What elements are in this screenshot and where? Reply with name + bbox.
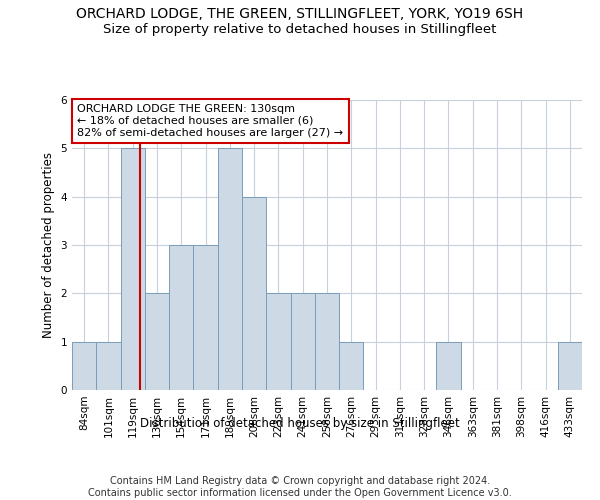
Bar: [436, 342, 461, 390]
Text: Contains HM Land Registry data © Crown copyright and database right 2024.
Contai: Contains HM Land Registry data © Crown c…: [88, 476, 512, 498]
Text: ORCHARD LODGE THE GREEN: 130sqm
← 18% of detached houses are smaller (6)
82% of : ORCHARD LODGE THE GREEN: 130sqm ← 18% of…: [77, 104, 343, 138]
Bar: [315, 294, 339, 390]
Bar: [193, 245, 218, 390]
Bar: [169, 245, 193, 390]
Bar: [72, 342, 96, 390]
Text: Distribution of detached houses by size in Stillingfleet: Distribution of detached houses by size …: [140, 418, 460, 430]
Bar: [121, 148, 145, 390]
Y-axis label: Number of detached properties: Number of detached properties: [42, 152, 55, 338]
Bar: [558, 342, 582, 390]
Bar: [290, 294, 315, 390]
Text: ORCHARD LODGE, THE GREEN, STILLINGFLEET, YORK, YO19 6SH: ORCHARD LODGE, THE GREEN, STILLINGFLEET,…: [76, 8, 524, 22]
Bar: [266, 294, 290, 390]
Bar: [96, 342, 121, 390]
Bar: [339, 342, 364, 390]
Bar: [218, 148, 242, 390]
Text: Size of property relative to detached houses in Stillingfleet: Size of property relative to detached ho…: [103, 22, 497, 36]
Bar: [145, 294, 169, 390]
Bar: [242, 196, 266, 390]
